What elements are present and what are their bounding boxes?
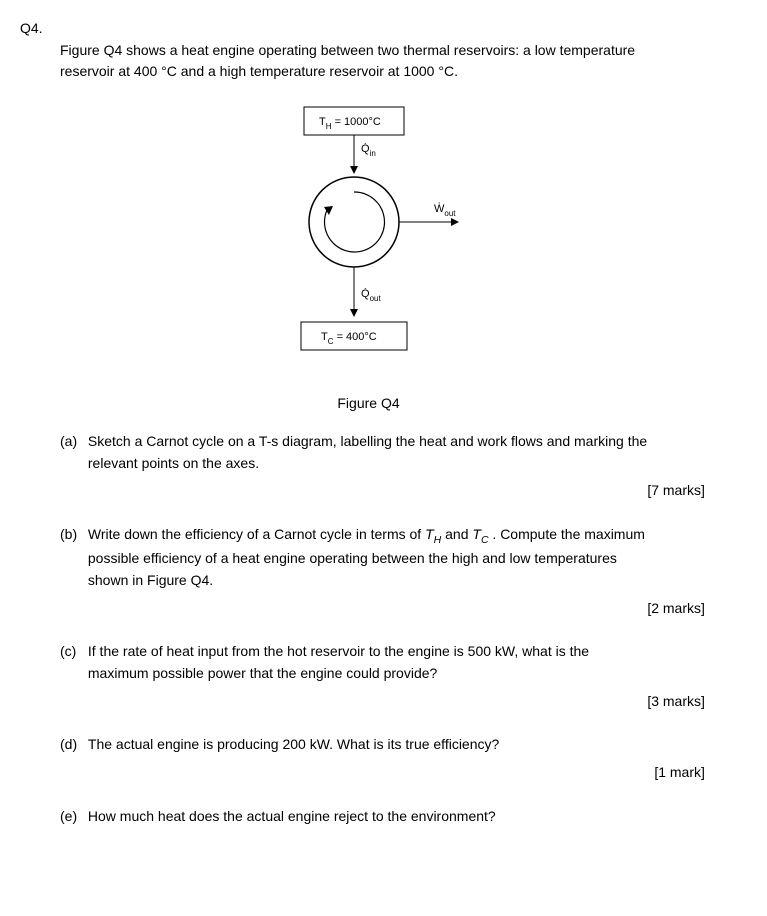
- question-intro: Figure Q4 shows a heat engine operating …: [60, 40, 717, 82]
- part-b-prefix: Write down the efficiency of a Carnot cy…: [88, 526, 425, 542]
- question-number: Q4.: [20, 20, 717, 36]
- engine-circle: [309, 177, 399, 267]
- part-b-letter: (b): [60, 524, 84, 546]
- part-a-line1: Sketch a Carnot cycle on a T-s diagram, …: [88, 433, 647, 449]
- part-e: (e) How much heat does the actual engine…: [60, 806, 717, 828]
- part-c: (c) If the rate of heat input from the h…: [60, 641, 717, 712]
- part-a-line2: relevant points on the axes.: [88, 455, 259, 471]
- qin-label: Q̇in: [361, 142, 376, 158]
- th-symbol: TH: [425, 526, 441, 542]
- part-e-line1: How much heat does the actual engine rej…: [88, 808, 496, 824]
- intro-line1: Figure Q4 shows a heat engine operating …: [60, 42, 635, 58]
- intro-line2: reservoir at 400 °C and a high temperatu…: [60, 63, 458, 79]
- part-d-line1: The actual engine is producing 200 kW. W…: [88, 736, 499, 752]
- part-c-body: If the rate of heat input from the hot r…: [88, 641, 715, 712]
- part-c-line1: If the rate of heat input from the hot r…: [88, 643, 589, 659]
- qin-arrow-head: [350, 166, 358, 174]
- part-e-letter: (e): [60, 806, 84, 828]
- part-d-marks: [1 mark]: [88, 762, 705, 784]
- wout-label: Ẇout: [434, 202, 456, 218]
- figure-caption: Figure Q4: [20, 395, 717, 411]
- part-a: (a) Sketch a Carnot cycle on a T-s diagr…: [60, 431, 717, 502]
- part-a-body: Sketch a Carnot cycle on a T-s diagram, …: [88, 431, 715, 502]
- part-b-marks: [2 marks]: [88, 598, 705, 620]
- tc-symbol: TC: [472, 526, 488, 542]
- part-b-and: and: [441, 526, 472, 542]
- part-b-suffix1: . Compute the maximum: [489, 526, 645, 542]
- rotation-arc: [324, 192, 384, 252]
- part-d-body: The actual engine is producing 200 kW. W…: [88, 734, 715, 783]
- part-c-marks: [3 marks]: [88, 691, 705, 713]
- part-b-body: Write down the efficiency of a Carnot cy…: [88, 524, 715, 619]
- part-a-letter: (a): [60, 431, 84, 453]
- figure-q4: TH = 1000°C Q̇in Ẇout Q̇out TC = 400°C F…: [20, 102, 717, 411]
- part-c-letter: (c): [60, 641, 84, 663]
- part-d: (d) The actual engine is producing 200 k…: [60, 734, 717, 783]
- part-d-letter: (d): [60, 734, 84, 756]
- part-e-body: How much heat does the actual engine rej…: [88, 806, 715, 828]
- hot-reservoir-label: TH = 1000°C: [319, 116, 381, 131]
- part-b-line3: shown in Figure Q4.: [88, 572, 213, 588]
- qout-label: Q̇out: [361, 287, 381, 303]
- part-c-line2: maximum possible power that the engine c…: [88, 665, 437, 681]
- heat-engine-diagram: TH = 1000°C Q̇in Ẇout Q̇out TC = 400°C: [239, 102, 499, 382]
- qout-arrow-head: [350, 309, 358, 317]
- part-a-marks: [7 marks]: [88, 480, 705, 502]
- cold-reservoir-label: TC = 400°C: [321, 331, 377, 346]
- part-b: (b) Write down the efficiency of a Carno…: [60, 524, 717, 619]
- wout-arrow-head: [451, 218, 459, 226]
- part-b-line2: possible efficiency of a heat engine ope…: [88, 550, 617, 566]
